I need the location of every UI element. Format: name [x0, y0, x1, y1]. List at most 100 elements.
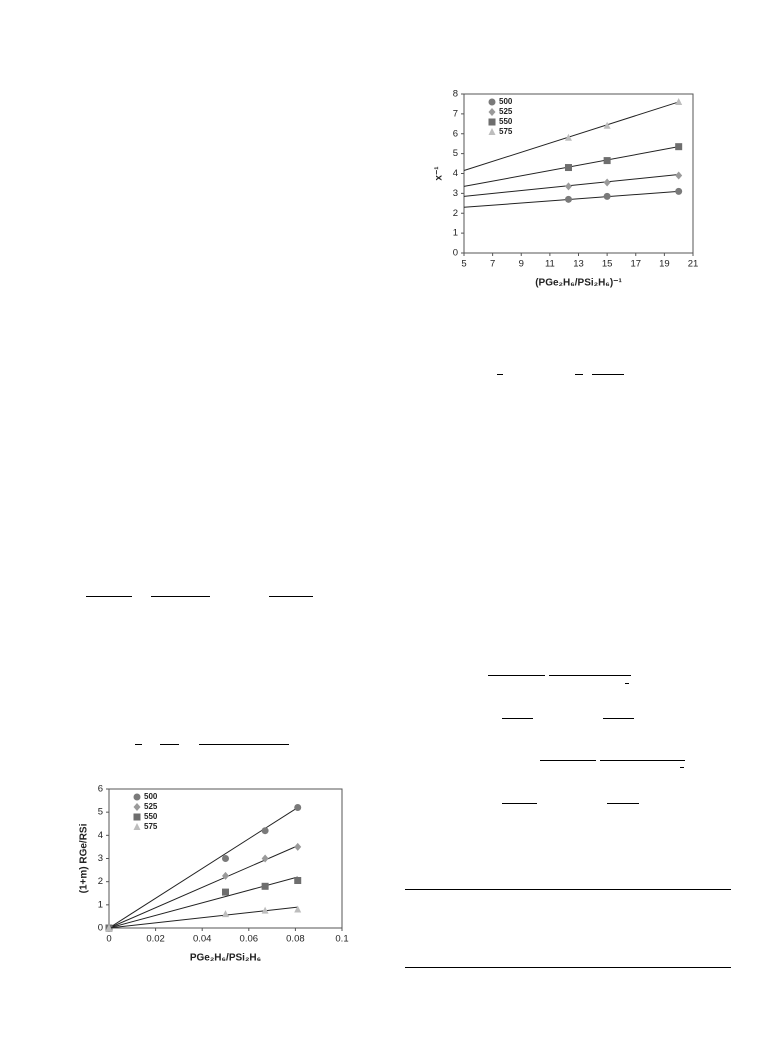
legend-marker [133, 823, 141, 830]
x-tick-label: 21 [688, 259, 699, 270]
fraction-bar [488, 675, 545, 676]
fraction-bar [540, 760, 596, 761]
fraction-bar [160, 744, 179, 745]
x-tick-label: 7 [490, 259, 495, 270]
x-tick-label: 17 [630, 259, 641, 270]
fit-line [108, 876, 298, 929]
marker [222, 910, 229, 918]
marker [675, 187, 683, 195]
marker [105, 924, 113, 931]
y-tick-label: 2 [453, 208, 458, 219]
y-tick-label: 5 [98, 807, 103, 818]
table-rule [405, 889, 731, 890]
legend-label: 575 [499, 127, 513, 136]
legend-marker [488, 108, 496, 116]
marker [675, 97, 683, 105]
marker [675, 143, 683, 151]
marker [222, 871, 229, 880]
y-tick-label: 6 [98, 784, 103, 795]
y-tick-label: 5 [453, 148, 458, 159]
fraction-bar [575, 374, 583, 375]
x-tick-label: 0 [106, 934, 111, 945]
fraction-bar [592, 374, 624, 375]
marker [603, 192, 611, 200]
x-tick-label: 0.08 [286, 934, 305, 945]
x-tick-label: 19 [659, 259, 670, 270]
fraction-bar [625, 683, 629, 684]
marker [603, 178, 611, 187]
x-tick-label: 11 [545, 259, 555, 270]
marker [564, 164, 572, 172]
legend-label: 500 [499, 97, 513, 106]
marker [603, 157, 611, 165]
x-axis-title: PGe₂H₆/PSi₂H₆ [190, 953, 261, 964]
legend-label: 550 [499, 117, 513, 126]
marker [675, 171, 683, 180]
marker [294, 905, 302, 913]
legend-marker [133, 793, 141, 801]
marker [603, 121, 611, 129]
legend-marker [488, 128, 496, 135]
marker [564, 182, 572, 191]
y-tick-label: 1 [453, 228, 458, 239]
y-tick-label: 8 [453, 89, 458, 100]
legend-marker [488, 98, 496, 106]
y-tick-label: 6 [453, 128, 458, 139]
marker [564, 133, 572, 141]
x-tick-label: 0.06 [240, 934, 259, 945]
y-tick-label: 0 [98, 923, 103, 934]
fit-line [108, 845, 298, 929]
fraction-bar [199, 744, 289, 745]
fraction-bar [600, 760, 685, 761]
marker [222, 855, 229, 862]
x-tick-label: 5 [461, 259, 466, 270]
legend-marker [133, 803, 141, 811]
marker [564, 195, 572, 203]
marker [261, 906, 269, 914]
fraction-bar [502, 803, 537, 804]
x-tick-label: 15 [602, 259, 613, 270]
x-tick-label: 9 [519, 259, 524, 270]
fraction-bar [497, 374, 503, 375]
marker [222, 888, 229, 896]
x-tick-label: 13 [573, 259, 584, 270]
legend-marker [488, 118, 496, 126]
y-axis-title: (1+m) RGe/RSi [79, 823, 90, 893]
legend-label: 575 [144, 822, 158, 831]
fraction-bar [86, 596, 132, 597]
legend-label: 500 [144, 792, 158, 801]
legend-label: 525 [144, 802, 158, 811]
fraction-bar [549, 675, 631, 676]
fraction-bar [502, 718, 533, 719]
x-axis-title: (PGe₂H₆/PSi₂H₆)⁻¹ [535, 278, 622, 289]
x-tick-label: 0.04 [193, 934, 212, 945]
marker [294, 877, 302, 885]
marker [261, 882, 269, 890]
y-tick-label: 0 [453, 248, 458, 259]
fraction-bar [680, 767, 684, 768]
legend-label: 525 [499, 107, 513, 116]
marker [294, 804, 302, 812]
fit-line [463, 101, 679, 171]
legend-marker [133, 813, 141, 821]
y-tick-label: 2 [98, 876, 103, 887]
marker [261, 854, 269, 863]
marker [261, 827, 269, 835]
y-tick-label: 1 [98, 899, 103, 910]
fraction-bar [135, 744, 142, 745]
y-tick-label: 3 [453, 188, 458, 199]
marker [294, 842, 302, 851]
fraction-bar [269, 596, 313, 597]
table-rule [405, 967, 731, 968]
fraction-bar [603, 718, 634, 719]
y-tick-label: 4 [98, 830, 103, 841]
x-tick-label: 0.1 [335, 934, 348, 945]
y-tick-label: 3 [98, 853, 103, 864]
fraction-bar [151, 596, 210, 597]
fit-line [463, 173, 679, 197]
y-tick-label: 4 [453, 168, 458, 179]
legend-label: 550 [144, 812, 158, 821]
y-tick-label: 7 [453, 108, 458, 119]
